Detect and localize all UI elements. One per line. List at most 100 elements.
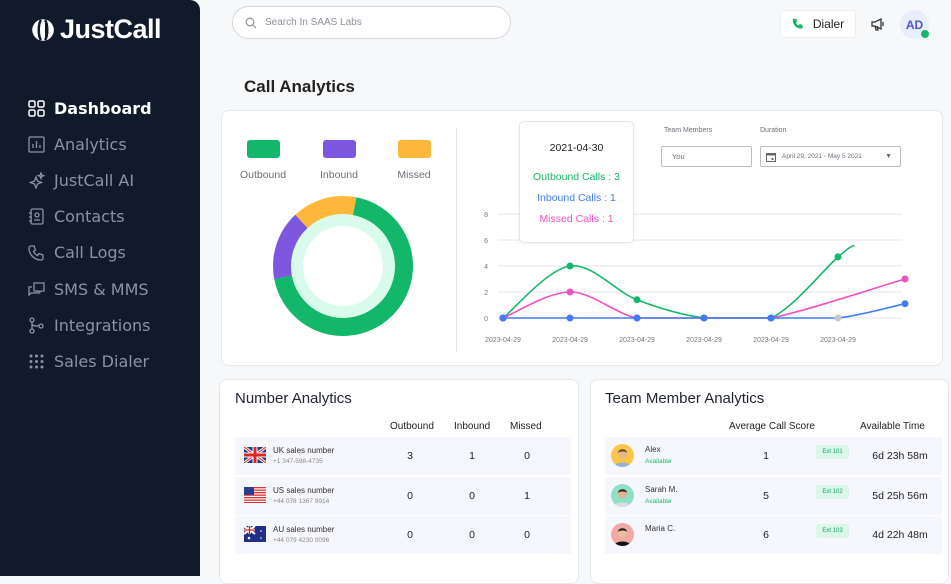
data-point-missed[interactable]: [566, 288, 574, 296]
phone-icon: [28, 245, 44, 261]
member-status: Available: [645, 458, 672, 465]
dialer-button[interactable]: Dialer: [780, 10, 856, 38]
x-tick-label: 2023-04-29: [686, 337, 722, 344]
sparkle-icon: [28, 171, 45, 189]
legend-label: Missed: [397, 169, 431, 181]
tooltip-inbound: Inbound Calls : 1: [537, 192, 616, 204]
x-tick-label: 2023-04-29: [820, 337, 856, 344]
donut-slice-missed[interactable]: [295, 196, 357, 228]
sidebar-item-integrations[interactable]: Integrations: [28, 307, 198, 343]
data-point-inbound[interactable]: [767, 314, 775, 322]
column-header: Missed: [510, 421, 542, 432]
sidebar-item-sales-dialer[interactable]: Sales Dialer: [28, 343, 198, 379]
donut-slice-inbound[interactable]: [273, 214, 308, 279]
legend-swatch: [397, 140, 431, 158]
megaphone-icon[interactable]: [870, 16, 886, 32]
data-point-outbound[interactable]: [566, 262, 574, 270]
data-point-outbound[interactable]: [834, 253, 842, 261]
dialpad-icon: [29, 354, 44, 369]
logo-text: JustCall: [60, 14, 162, 44]
sidebar-item-call-logs[interactable]: Call Logs: [28, 235, 198, 271]
inbound-count: 0: [469, 529, 475, 541]
grid-icon: [28, 99, 45, 117]
sidebar-item-label: JustCall AI: [54, 170, 135, 190]
extension-badge: Ext 103: [816, 524, 849, 538]
data-point-outbound[interactable]: [633, 296, 641, 304]
outbound-count: 3: [407, 450, 413, 462]
sidebar-item-sms-mms[interactable]: SMS & MMS: [28, 271, 198, 307]
chart-tooltip: 2021-04-30 Outbound Calls : 3 Inbound Ca…: [519, 121, 634, 243]
duration-picker[interactable]: April 29, 2021 - May 5 2021 ▼: [760, 146, 901, 167]
card-title: Team Member Analytics: [605, 390, 765, 407]
missed-count: 0: [524, 450, 530, 462]
column-header: Outbound: [390, 421, 434, 432]
table-row[interactable]: Sarah M. Available 5 Ext 102 5d 25h 56m: [605, 477, 942, 515]
sidebar-item-label: Analytics: [54, 134, 127, 154]
member-name: Maria C.: [645, 524, 676, 533]
data-point-inbound[interactable]: [700, 314, 708, 322]
dialer-label: Dialer: [812, 17, 845, 31]
number-analytics-card: Number Analytics Outbound Inbound Missed…: [219, 379, 579, 584]
inbound-count: 0: [469, 490, 475, 502]
sidebar: JustCall Dashboard Analytics JustCall AI…: [0, 0, 200, 576]
tooltip-outbound: Outbound Calls : 3: [533, 171, 620, 183]
table-row[interactable]: UK sales number +1 347-598-4735 3 1 0: [235, 437, 571, 475]
data-point-inbound[interactable]: [566, 314, 574, 322]
data-point-inbound[interactable]: [901, 300, 909, 308]
justcall-logo[interactable]: JustCall: [30, 14, 162, 45]
table-row[interactable]: AU sales number +44 079 4230 0096 0 0 0: [235, 516, 571, 554]
contact-book-icon: [29, 208, 44, 225]
extension-badge: Ext 101: [816, 445, 849, 459]
average-call-score: 5: [763, 490, 769, 502]
sidebar-nav: Dashboard Analytics JustCall AI Contacts…: [28, 90, 198, 380]
us-flag-icon: [244, 487, 266, 503]
legend-swatch: [322, 140, 356, 158]
sidebar-item-dashboard[interactable]: Dashboard: [28, 90, 198, 126]
sidebar-item-justcall-ai[interactable]: JustCall AI: [28, 162, 198, 198]
y-tick-label: 2: [484, 290, 488, 297]
data-point-inbound[interactable]: [499, 314, 507, 322]
available-time: 6d 23h 58m: [872, 450, 928, 462]
sidebar-item-label: SMS & MMS: [54, 279, 149, 299]
chat-icon: [28, 281, 45, 297]
team-members-value: You: [672, 152, 685, 161]
divider: [456, 128, 457, 352]
data-point-missed[interactable]: [901, 275, 909, 283]
sidebar-item-label: Sales Dialer: [54, 351, 150, 371]
member-name: Alex: [645, 445, 661, 454]
donut-inner-ring: [291, 214, 395, 318]
y-tick-label: 4: [484, 264, 488, 271]
sidebar-item-label: Integrations: [54, 315, 151, 335]
search-input[interactable]: Search In SAAS Labs: [232, 6, 511, 39]
table-row[interactable]: Alex Available 1 Ext 101 6d 23h 58m: [605, 437, 942, 475]
sidebar-item-label: Call Logs: [54, 243, 126, 263]
team-members-select[interactable]: You: [661, 146, 752, 167]
member-status: Available: [645, 498, 672, 505]
au-flag-icon: [243, 525, 266, 542]
member-avatar: [611, 484, 634, 507]
legend-outbound: Outbound: [233, 140, 293, 181]
legend-swatch: [246, 140, 280, 158]
data-point-inbound[interactable]: [633, 314, 641, 322]
y-tick-label: 8: [484, 212, 488, 219]
available-time: 4d 22h 48m: [872, 529, 928, 541]
duration-value: April 29, 2021 - May 5 2021: [782, 153, 862, 160]
member-avatar: [611, 444, 634, 467]
duration-label: Duration: [760, 127, 787, 134]
y-tick-label: 6: [484, 238, 488, 245]
average-call-score: 6: [763, 529, 769, 541]
line-chart: 0 2 4 6 8 2023-04-29 2023-04-29 2023-04-29 2023-…: [484, 212, 909, 344]
sidebar-item-analytics[interactable]: Analytics: [28, 126, 198, 162]
table-row[interactable]: Maria C. 6 Ext 103 4d 22h 48m: [605, 516, 942, 554]
data-point-inbound[interactable]: [834, 314, 842, 322]
number-phone: +44 078 1367 9914: [273, 498, 330, 505]
column-header: Available Time: [860, 421, 925, 432]
online-status-dot: [921, 30, 929, 38]
integration-icon: [29, 317, 44, 334]
table-row[interactable]: US sales number +44 078 1367 9914 0 0 1: [235, 477, 571, 515]
search-icon: [245, 17, 257, 28]
member-avatar: [611, 523, 634, 546]
series-line-outbound: [502, 244, 855, 319]
missed-count: 0: [524, 529, 530, 541]
sidebar-item-contacts[interactable]: Contacts: [28, 199, 198, 235]
